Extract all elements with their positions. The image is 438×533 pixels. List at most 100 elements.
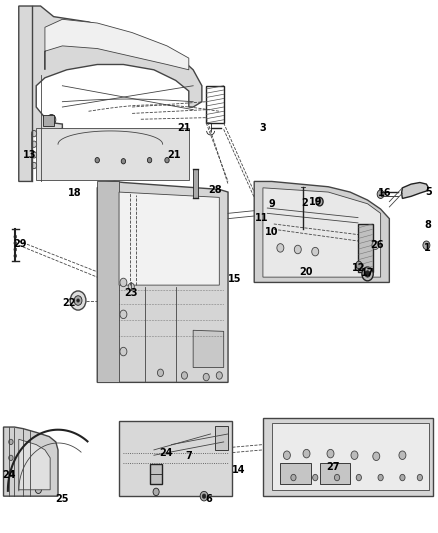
Polygon shape xyxy=(119,192,219,285)
Circle shape xyxy=(291,474,296,481)
Circle shape xyxy=(147,158,152,163)
Text: 3: 3 xyxy=(260,123,266,133)
Circle shape xyxy=(14,254,17,257)
Bar xyxy=(358,224,373,272)
Bar xyxy=(206,86,224,123)
Circle shape xyxy=(74,296,82,305)
Polygon shape xyxy=(254,181,389,282)
Circle shape xyxy=(316,197,323,206)
Circle shape xyxy=(120,310,127,319)
Circle shape xyxy=(399,451,406,459)
Circle shape xyxy=(14,235,17,238)
Polygon shape xyxy=(97,181,119,382)
Text: 29: 29 xyxy=(13,239,26,249)
Text: 7: 7 xyxy=(185,451,192,461)
Text: 22: 22 xyxy=(62,297,76,308)
Polygon shape xyxy=(272,423,429,490)
Circle shape xyxy=(400,474,405,481)
Text: 9: 9 xyxy=(268,199,275,209)
Text: 26: 26 xyxy=(371,240,384,250)
Circle shape xyxy=(153,488,159,496)
Text: 5: 5 xyxy=(425,187,432,197)
Text: 10: 10 xyxy=(265,227,279,237)
Circle shape xyxy=(120,348,127,356)
Polygon shape xyxy=(119,421,233,496)
Circle shape xyxy=(77,299,79,302)
Circle shape xyxy=(32,163,37,168)
Circle shape xyxy=(312,247,319,256)
Text: 15: 15 xyxy=(228,274,241,284)
Circle shape xyxy=(35,486,42,494)
Text: 8: 8 xyxy=(424,220,431,230)
Bar xyxy=(280,463,311,484)
Circle shape xyxy=(365,271,370,277)
Polygon shape xyxy=(45,19,189,70)
Circle shape xyxy=(95,158,99,163)
Text: 13: 13 xyxy=(23,150,36,160)
Circle shape xyxy=(283,451,290,459)
Bar xyxy=(193,169,198,198)
Circle shape xyxy=(70,291,86,310)
Polygon shape xyxy=(19,6,202,181)
Polygon shape xyxy=(402,182,429,198)
Circle shape xyxy=(203,373,209,381)
Circle shape xyxy=(277,244,284,252)
Circle shape xyxy=(14,241,17,245)
Circle shape xyxy=(32,141,37,148)
Circle shape xyxy=(294,245,301,254)
Text: 6: 6 xyxy=(205,494,212,504)
Circle shape xyxy=(47,115,56,125)
Text: 24: 24 xyxy=(159,448,173,457)
Circle shape xyxy=(14,248,17,251)
Circle shape xyxy=(372,241,379,249)
Text: 23: 23 xyxy=(124,288,138,298)
Circle shape xyxy=(216,372,223,379)
Bar xyxy=(43,115,53,126)
Circle shape xyxy=(157,369,163,376)
Circle shape xyxy=(9,439,13,445)
Circle shape xyxy=(335,474,339,481)
Text: 18: 18 xyxy=(68,188,81,198)
Circle shape xyxy=(43,482,47,487)
Polygon shape xyxy=(215,426,228,450)
Circle shape xyxy=(49,117,53,123)
Text: 1: 1 xyxy=(424,243,431,253)
Circle shape xyxy=(32,131,37,137)
Circle shape xyxy=(9,455,13,461)
Bar xyxy=(320,463,350,484)
Circle shape xyxy=(423,241,430,249)
Circle shape xyxy=(165,158,169,163)
Text: 11: 11 xyxy=(255,213,269,223)
Polygon shape xyxy=(97,181,228,382)
Text: 21: 21 xyxy=(167,150,180,160)
Circle shape xyxy=(377,190,384,198)
Polygon shape xyxy=(19,439,50,490)
Text: 12: 12 xyxy=(352,263,366,272)
Circle shape xyxy=(356,261,362,269)
Polygon shape xyxy=(263,418,433,496)
Text: 28: 28 xyxy=(208,185,222,196)
Polygon shape xyxy=(36,128,189,180)
Circle shape xyxy=(303,449,310,458)
Polygon shape xyxy=(263,188,381,277)
Circle shape xyxy=(378,474,383,481)
Text: 2: 2 xyxy=(301,198,308,208)
Circle shape xyxy=(417,474,423,481)
Text: 24: 24 xyxy=(3,470,16,480)
Circle shape xyxy=(356,474,361,481)
Text: 14: 14 xyxy=(232,465,246,474)
Circle shape xyxy=(121,159,126,164)
Circle shape xyxy=(351,451,358,459)
Polygon shape xyxy=(193,330,224,368)
Text: 27: 27 xyxy=(326,462,339,472)
Circle shape xyxy=(200,491,208,501)
Circle shape xyxy=(313,474,318,481)
Circle shape xyxy=(128,283,134,290)
Circle shape xyxy=(120,278,127,287)
Text: 20: 20 xyxy=(299,267,312,277)
Circle shape xyxy=(32,152,37,158)
Circle shape xyxy=(202,494,206,498)
Circle shape xyxy=(373,452,380,461)
Circle shape xyxy=(327,449,334,458)
Bar xyxy=(149,464,162,484)
